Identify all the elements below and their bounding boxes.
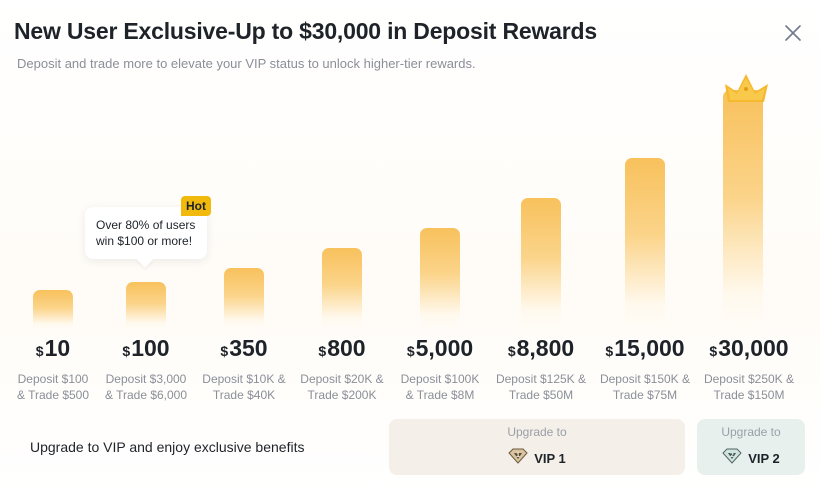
requirement-line-2: Trade $150M (713, 388, 785, 402)
currency-symbol: $ (507, 343, 516, 359)
close-icon[interactable] (782, 22, 804, 44)
requirement-line-1: Deposit $250K & (703, 372, 795, 386)
amount-value: 15,000 (614, 335, 685, 361)
currency-symbol: $ (220, 343, 229, 359)
modal-subtitle: Deposit and trade more to elevate your V… (17, 56, 476, 71)
reward-bar-1 (33, 290, 73, 330)
requirement-line-2: Trade $200K (307, 388, 377, 402)
tier-amount-4: $800 (293, 335, 391, 362)
reward-bar-2 (126, 282, 166, 330)
amount-value: 5,000 (415, 335, 474, 361)
svg-text:2: 2 (730, 452, 734, 459)
currency-symbol: $ (406, 343, 415, 359)
requirement-line-1: Deposit $150K & (599, 372, 691, 386)
reward-bar-8 (723, 90, 763, 330)
requirement-line-1: Deposit $100 (17, 372, 89, 386)
tier-amount-2: $100 (97, 335, 195, 362)
tooltip-line-2: win $100 or more! (96, 234, 193, 248)
reward-bar-4 (322, 248, 362, 330)
requirement-line-1: Deposit $20K & (300, 372, 384, 386)
requirement-line-2: & Trade $8M (405, 388, 475, 402)
requirement-line-2: & Trade $6,000 (104, 388, 188, 402)
requirement-line-1: Deposit $10K & (202, 372, 286, 386)
upgrade-label: Upgrade to (507, 425, 567, 439)
reward-bar-3 (224, 268, 264, 330)
reward-bar-6 (521, 198, 561, 330)
upgrade-vip1-button[interactable]: Upgrade to 1 VIP 1 (389, 419, 685, 475)
tooltip-line-1: Over 80% of users (96, 218, 196, 232)
vip1-diamond-icon: 1 (508, 448, 528, 469)
amount-value: 350 (229, 335, 268, 361)
requirement-line-2: Trade $40K (212, 388, 276, 402)
tier-requirement-6: Deposit $125K & Trade $50M (492, 371, 590, 403)
crown-icon (722, 72, 772, 110)
tier-amount-5: $5,000 (391, 335, 489, 362)
upgrade-vip2-button[interactable]: Upgrade to 2 VIP 2 (697, 419, 805, 475)
requirement-line-2: Trade $75M (612, 388, 678, 402)
currency-symbol: $ (605, 343, 614, 359)
reward-bar-5 (420, 228, 460, 330)
hot-badge: Hot (181, 196, 211, 216)
vip2-diamond-icon: 2 (722, 448, 742, 469)
reward-bar-7 (625, 158, 665, 330)
currency-symbol: $ (35, 343, 44, 359)
svg-text:1: 1 (516, 452, 520, 459)
tier-amount-6: $8,800 (492, 335, 590, 362)
vip-name: VIP 2 (748, 451, 780, 466)
currency-symbol: $ (122, 343, 131, 359)
amount-value: 30,000 (718, 335, 789, 361)
requirement-line-2: Trade $50M (508, 388, 574, 402)
tier-requirement-5: Deposit $100K & Trade $8M (391, 371, 489, 403)
requirement-line-1: Deposit $125K & (495, 372, 587, 386)
currency-symbol: $ (318, 343, 327, 359)
amount-value: 800 (327, 335, 366, 361)
requirement-line-1: Deposit $100K (400, 372, 480, 386)
amount-value: 100 (131, 335, 170, 361)
tier-amount-7: $15,000 (596, 335, 694, 362)
tier-requirement-2: Deposit $3,000 & Trade $6,000 (97, 371, 195, 403)
amount-value: 8,800 (516, 335, 575, 361)
amount-value: 10 (44, 335, 71, 361)
upgrade-label: Upgrade to (721, 425, 781, 439)
tier-amount-1: $10 (4, 335, 102, 362)
modal-title: New User Exclusive-Up to $30,000 in Depo… (14, 18, 597, 44)
tier-amount-8: $30,000 (700, 335, 798, 362)
currency-symbol: $ (709, 343, 718, 359)
vip-name: VIP 1 (534, 451, 566, 466)
tier-requirement-4: Deposit $20K & Trade $200K (293, 371, 391, 403)
tier-requirement-1: Deposit $100 & Trade $500 (4, 371, 102, 403)
tier-amount-3: $350 (195, 335, 293, 362)
tier-requirement-7: Deposit $150K & Trade $75M (596, 371, 694, 403)
tier-requirement-3: Deposit $10K & Trade $40K (195, 371, 293, 403)
tier-requirement-8: Deposit $250K & Trade $150M (700, 371, 798, 403)
footer-benefits-text: Upgrade to VIP and enjoy exclusive benef… (30, 439, 305, 455)
requirement-line-2: & Trade $500 (16, 388, 90, 402)
requirement-line-1: Deposit $3,000 (105, 372, 187, 386)
